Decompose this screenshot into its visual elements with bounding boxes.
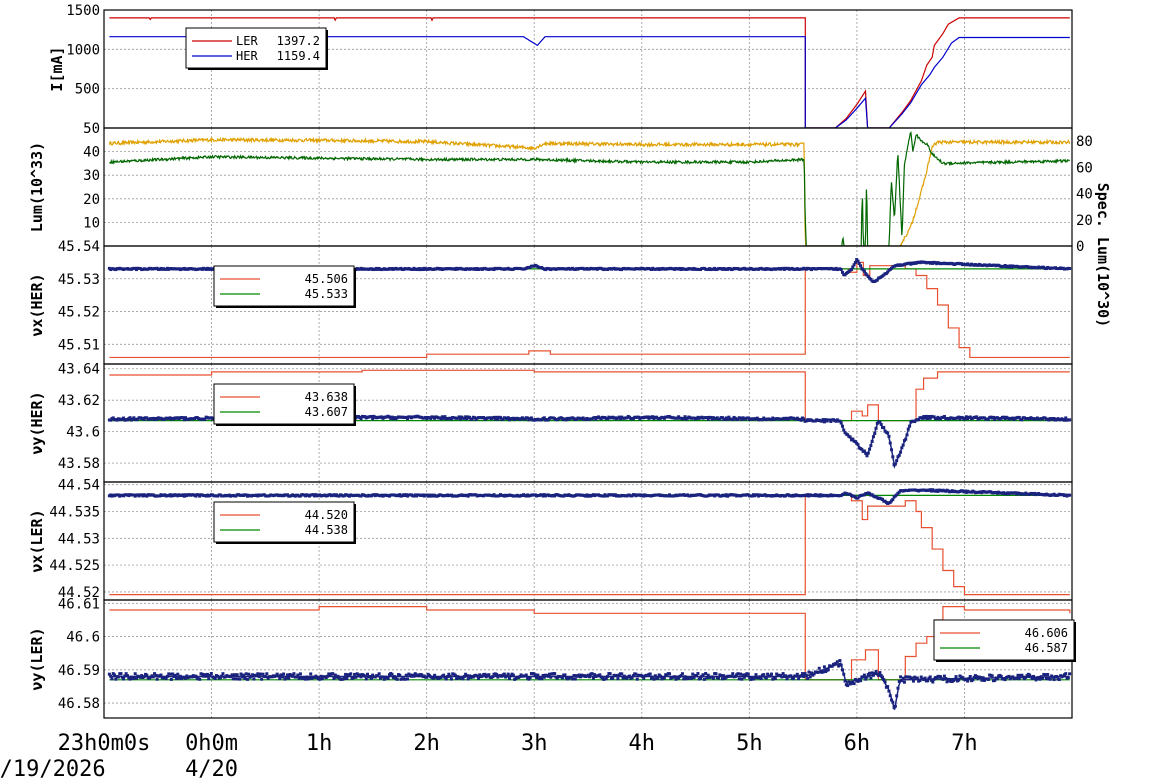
series-set-line bbox=[109, 369, 1070, 422]
panel-current: 500 1000 1500 I[mA] LER 1397.2 HER 1159.4 bbox=[48, 3, 1073, 129]
y2tick-label: 20 bbox=[1076, 213, 1093, 229]
ytick-label: 1000 bbox=[66, 42, 100, 58]
xtick-label: 4/20 bbox=[185, 757, 238, 782]
series-measured-dots bbox=[107, 258, 1072, 284]
ytick-label: 44.535 bbox=[49, 505, 100, 521]
ylabel-nuy-her: νy(HER) bbox=[28, 391, 46, 454]
ytick-label: 43.62 bbox=[58, 393, 100, 409]
legend-value: 46.587 bbox=[1025, 641, 1068, 655]
xtick-label: 1h bbox=[306, 731, 333, 756]
ytick-label: 43.6 bbox=[66, 425, 100, 441]
xtick-label: 0h0m bbox=[185, 731, 238, 756]
ytick-label: 30 bbox=[83, 168, 100, 184]
ytick-label: 44.53 bbox=[58, 531, 100, 547]
ytick-label: 500 bbox=[75, 82, 100, 98]
legend-value: 45.533 bbox=[305, 287, 348, 301]
ytick-label: 46.59 bbox=[58, 663, 100, 679]
ylabel-current: I[mA] bbox=[48, 46, 66, 91]
legend-current: LER 1397.2 HER 1159.4 bbox=[185, 27, 328, 70]
ytick-label: 40 bbox=[83, 145, 100, 161]
panel-nux-ler: 44.52 44.525 44.53 44.535 44.54 νx(LER) 44.520… bbox=[28, 478, 1073, 601]
y2tick-label: 80 bbox=[1076, 134, 1093, 150]
series-measured-dots bbox=[107, 488, 1072, 505]
ytick-label: 50 bbox=[83, 121, 100, 137]
ytick-label: 43.64 bbox=[58, 362, 100, 378]
ytick-label: 46.61 bbox=[58, 596, 100, 612]
xtick-label: 3h bbox=[521, 731, 548, 756]
ytick-label: 46.58 bbox=[58, 696, 100, 712]
legend-value: 43.607 bbox=[305, 405, 348, 419]
series-measured-dots bbox=[107, 659, 1072, 710]
y2label-lum: Spec. Lum(10^30) bbox=[1094, 183, 1112, 328]
y2tick-label: 40 bbox=[1076, 187, 1093, 203]
ylabel-nuy-ler: νy(LER) bbox=[28, 627, 46, 690]
ylabel-nux-her: νx(HER) bbox=[28, 273, 46, 336]
legend-label: LER bbox=[236, 34, 258, 48]
series-HER-line bbox=[109, 36, 1070, 128]
ytick-label: 44.54 bbox=[58, 478, 100, 494]
ytick-label: 45.51 bbox=[58, 337, 100, 353]
panel-frame bbox=[103, 599, 1073, 719]
legend-value: 44.538 bbox=[305, 523, 348, 537]
series-set-line bbox=[109, 261, 1070, 359]
legend-value: 46.606 bbox=[1025, 626, 1068, 640]
series-set-line bbox=[109, 606, 1071, 681]
ytick-label: 45.52 bbox=[58, 305, 100, 321]
xtick-label: 4/19/2026 bbox=[0, 757, 106, 782]
ytick-label: 46.6 bbox=[66, 630, 100, 646]
legend-value: 1397.2 bbox=[277, 34, 320, 48]
legend-value: 45.506 bbox=[305, 272, 348, 286]
legend-value: 44.520 bbox=[305, 508, 348, 522]
series-Spec. Lum-line bbox=[109, 131, 1071, 246]
y2tick-label: 0 bbox=[1076, 239, 1084, 255]
ytick-label: 43.58 bbox=[58, 456, 100, 472]
ylabel-lum: Lum(10^33) bbox=[28, 142, 46, 232]
xtick-label: 23h0m0s bbox=[58, 731, 151, 756]
legend-label: HER bbox=[236, 49, 258, 63]
ytick-label: 44.52 bbox=[58, 585, 100, 601]
xtick-label: 5h bbox=[736, 731, 763, 756]
ytick-label: 45.53 bbox=[58, 272, 100, 288]
xtick-label: 2h bbox=[413, 731, 440, 756]
ytick-label: 1500 bbox=[66, 3, 100, 19]
y2tick-label: 60 bbox=[1076, 160, 1093, 176]
ylabel-nux-ler: νx(LER) bbox=[28, 509, 46, 572]
xtick-label: 7h bbox=[951, 731, 978, 756]
xtick-label: 6h bbox=[844, 731, 871, 756]
legend-value: 1159.4 bbox=[277, 49, 320, 63]
legend-value: 43.638 bbox=[305, 390, 348, 404]
panel-lum: 10 20 30 40 50 0 20 40 60 80 Lum(10^33) Spec. Lum(1… bbox=[28, 121, 1112, 327]
series-Lum-line bbox=[108, 136, 1071, 246]
ytick-label: 10 bbox=[83, 215, 100, 231]
series-LER-line bbox=[109, 17, 1070, 128]
ytick-label: 20 bbox=[83, 192, 100, 208]
xtick-label: 4h bbox=[629, 731, 656, 756]
ytick-label: 45.54 bbox=[58, 239, 100, 255]
ytick-label: 44.525 bbox=[49, 558, 100, 574]
